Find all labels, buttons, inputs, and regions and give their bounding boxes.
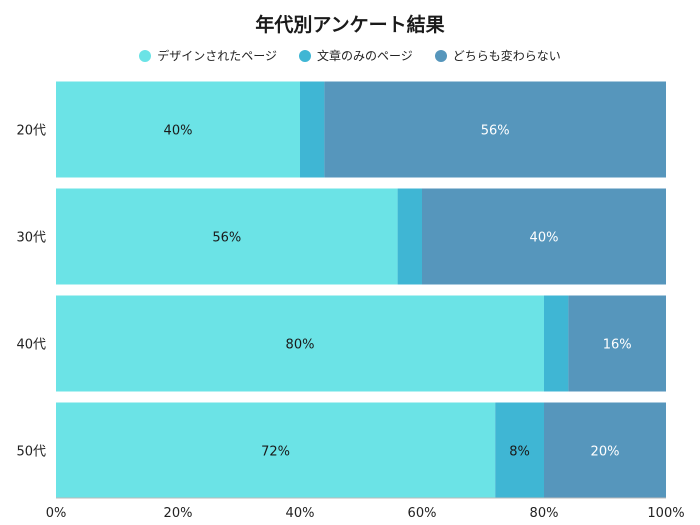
category-label-40代: 40代 [16, 338, 46, 353]
legend-label-text-only: 文章のみのページ [316, 49, 413, 63]
data-label-40代-series-2: 16% [603, 338, 632, 353]
x-tick-label-4: 80% [530, 506, 559, 521]
legend: デザインされたページ 文章のみのページ どちらも変わらない [0, 47, 700, 64]
x-tick-label-0: 0% [46, 506, 67, 521]
data-label-50代-series-1: 8% [509, 445, 530, 460]
legend-item-text-only: 文章のみのページ [298, 47, 413, 64]
category-label-30代: 30代 [16, 231, 46, 246]
bar-20代-series-1 [300, 81, 325, 178]
bar-30代-series-0 [56, 188, 398, 285]
category-label-20代: 20代 [16, 124, 46, 139]
bar-40代-series-0 [56, 295, 544, 392]
bar-30代-series-2 [422, 188, 666, 285]
data-label-40代-series-0: 80% [286, 338, 315, 353]
legend-label-no-difference: どちらも変わらない [452, 49, 561, 63]
x-tick-label-2: 40% [286, 506, 315, 521]
legend-label-designed: デザインされたページ [157, 49, 277, 63]
bar-50代-series-2 [544, 402, 666, 499]
bar-40代-series-1 [544, 295, 569, 392]
x-tick-label-5: 100% [647, 506, 684, 521]
data-label-30代-series-2: 40% [530, 231, 559, 246]
data-label-30代-series-0: 56% [212, 231, 241, 246]
legend-item-designed: デザインされたページ [139, 47, 277, 64]
legend-swatch-designed [139, 49, 152, 62]
chart-title: 年代別アンケート結果 [255, 14, 445, 36]
data-label-20代-series-2: 56% [481, 124, 510, 139]
bar-40代-series-2 [568, 295, 666, 392]
bar-50代-series-1 [495, 402, 544, 499]
legend-item-no-difference: どちらも変わらない [434, 47, 561, 64]
bar-20代-series-2 [324, 81, 666, 178]
bar-20代-series-0 [56, 81, 300, 178]
legend-swatch-no-difference [434, 49, 447, 62]
data-label-50代-series-0: 72% [261, 445, 290, 460]
data-label-50代-series-2: 20% [591, 445, 620, 460]
x-tick-label-1: 20% [164, 506, 193, 521]
x-tick-label-3: 60% [408, 506, 437, 521]
legend-swatch-text-only [298, 49, 311, 62]
category-label-50代: 50代 [16, 445, 46, 460]
bar-50代-series-0 [56, 402, 496, 499]
bar-30代-series-1 [397, 188, 422, 285]
data-label-20代-series-0: 40% [164, 124, 193, 139]
